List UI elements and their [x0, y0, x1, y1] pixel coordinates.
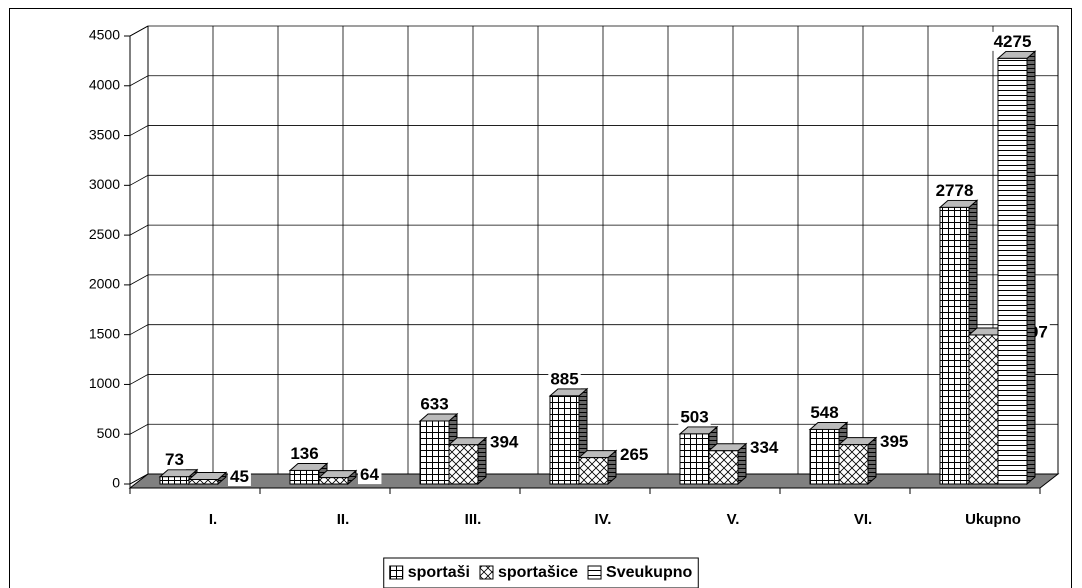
y-tick-label: 4500 [89, 27, 120, 43]
bar-group [837, 436, 878, 486]
grid-line [129, 174, 1058, 186]
bar-group [187, 471, 228, 486]
value-label: 334 [750, 438, 779, 457]
grid-line [129, 374, 1058, 385]
x-tick-label: I. [209, 511, 217, 528]
value-label: 2778 [936, 181, 974, 200]
grid-line [129, 125, 1058, 136]
grid-line [129, 324, 1058, 336]
legend-swatch [389, 565, 404, 580]
x-tick-label: IV. [595, 511, 612, 528]
value-label-bg [488, 432, 521, 452]
bar [549, 395, 580, 485]
bar [448, 444, 479, 485]
grid-line [129, 423, 1058, 435]
bar-side [1026, 50, 1036, 486]
y-tick-label: 4000 [89, 76, 120, 92]
x-tick-label: VI. [854, 511, 872, 528]
bar [708, 450, 739, 485]
legend-label: sportaši [408, 564, 470, 581]
grid-line [129, 274, 1058, 286]
grid-line [129, 25, 1058, 37]
x-tick-label: Ukupno [965, 511, 1021, 528]
value-label: 394 [490, 432, 519, 451]
value-label-bg [933, 180, 976, 200]
value-label: 633 [420, 394, 448, 413]
y-tick-label: 3500 [89, 126, 120, 142]
bar [968, 334, 999, 485]
legend: sportaši sportašice Sveukupno [383, 557, 699, 588]
bar-side [477, 436, 487, 486]
value-label: 548 [810, 403, 838, 422]
bar-group [996, 50, 1037, 486]
value-label: 503 [680, 407, 708, 426]
grid-line [129, 224, 1058, 236]
bar-group [577, 449, 618, 486]
y-tick-label: 1000 [89, 375, 120, 391]
value-label: 64 [360, 465, 379, 484]
bar [159, 476, 190, 485]
value-label-bg [808, 402, 841, 422]
bar [318, 477, 349, 485]
legend-label: Sveukupno [606, 564, 692, 581]
bar [809, 428, 840, 485]
grid-line [129, 473, 1058, 485]
bar [939, 206, 970, 485]
side-wall [129, 25, 149, 485]
bar-group [678, 425, 719, 486]
value-label: 265 [620, 445, 648, 464]
grid-line [129, 75, 1058, 87]
bar-group [317, 469, 358, 486]
bar [838, 444, 869, 485]
bar-group [707, 442, 748, 486]
value-label-bg [991, 31, 1034, 51]
value-label-bg [878, 432, 911, 452]
bar [188, 479, 219, 485]
bar-side [867, 436, 877, 486]
value-label-bg [678, 407, 711, 427]
x-tick-label: II. [337, 511, 350, 528]
value-label-bg [548, 369, 581, 389]
value-label: 73 [165, 450, 184, 469]
value-label-bg [228, 467, 251, 487]
x-tick-label: III. [465, 511, 482, 528]
value-label-bg [163, 450, 186, 470]
bar [679, 433, 710, 485]
bar-group [288, 462, 329, 486]
bar [289, 469, 320, 485]
value-label: 136 [290, 444, 318, 463]
legend-swatch [479, 565, 494, 580]
bar [997, 57, 1028, 485]
x-tick-label: V. [727, 511, 740, 528]
legend-box [383, 557, 699, 588]
legend-label: sportašice [498, 564, 578, 581]
bar [419, 420, 450, 485]
bar-group [447, 436, 488, 486]
value-label-bg [618, 445, 651, 465]
value-label: 45 [230, 467, 249, 486]
value-label: 395 [880, 432, 908, 451]
y-tick-label: 0 [112, 475, 120, 491]
y-tick-label: 2500 [89, 226, 120, 242]
y-tick-label: 2000 [89, 276, 120, 292]
y-tick-label: 3000 [89, 176, 120, 192]
y-tick-label: 1500 [89, 325, 120, 341]
value-label: 885 [550, 369, 578, 388]
value-label-bg [418, 394, 451, 414]
legend-swatch [587, 565, 602, 580]
bar [578, 457, 609, 485]
y-tick-label: 500 [97, 425, 121, 441]
value-label-bg [748, 438, 781, 458]
chart-border [9, 8, 1072, 588]
value-label-bg [358, 465, 382, 485]
value-label-bg [288, 443, 321, 463]
value-label: 4275 [994, 32, 1032, 51]
